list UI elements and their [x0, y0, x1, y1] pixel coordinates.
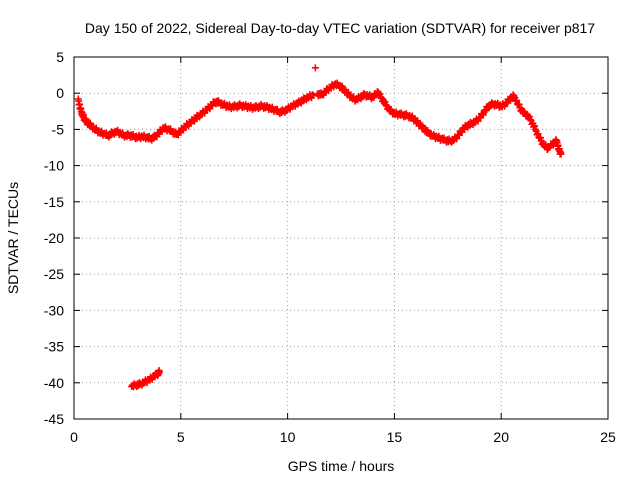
x-tick-label: 20 [493, 429, 509, 445]
y-tick-label: -20 [44, 230, 64, 246]
data-point-fill [537, 134, 545, 142]
data-markers [74, 64, 565, 391]
x-tick-label: 0 [70, 429, 78, 445]
y-tick-label: -5 [52, 121, 65, 137]
y-tick-label: -10 [44, 158, 64, 174]
axis-ticks: 0 5 10 15 20 25 5 0 -5 -10 -15 -20 -25 -30 -35 -40 -45 [44, 49, 616, 445]
y-tick-label: 0 [56, 85, 64, 101]
data-point-fill [515, 100, 523, 108]
grid-lines [74, 57, 608, 419]
y-axis-label: SDTVAR / TECUs [5, 182, 21, 294]
data-point [155, 368, 163, 376]
data-point [557, 150, 565, 158]
y-tick-label: -30 [44, 302, 64, 318]
x-tick-label: 5 [177, 429, 185, 445]
x-tick-label: 15 [387, 429, 403, 445]
y-tick-label: -25 [44, 266, 64, 282]
x-tick-label: 10 [280, 429, 296, 445]
data-point-fill [513, 96, 521, 104]
data-point [311, 64, 319, 72]
y-tick-label: -35 [44, 339, 64, 355]
y-tick-label: 5 [56, 49, 64, 65]
data-point-fill [531, 122, 539, 130]
y-tick-label: -40 [44, 375, 64, 391]
x-axis-label: GPS time / hours [288, 458, 395, 474]
chart-title: Day 150 of 2022, Sidereal Day-to-day VTE… [85, 20, 595, 36]
x-tick-label: 25 [600, 429, 616, 445]
data-point-fill [526, 116, 534, 124]
data-point-fill [453, 135, 461, 143]
data-point-fill [534, 130, 542, 138]
y-tick-label: -45 [44, 411, 64, 427]
y-tick-label: -15 [44, 194, 64, 210]
